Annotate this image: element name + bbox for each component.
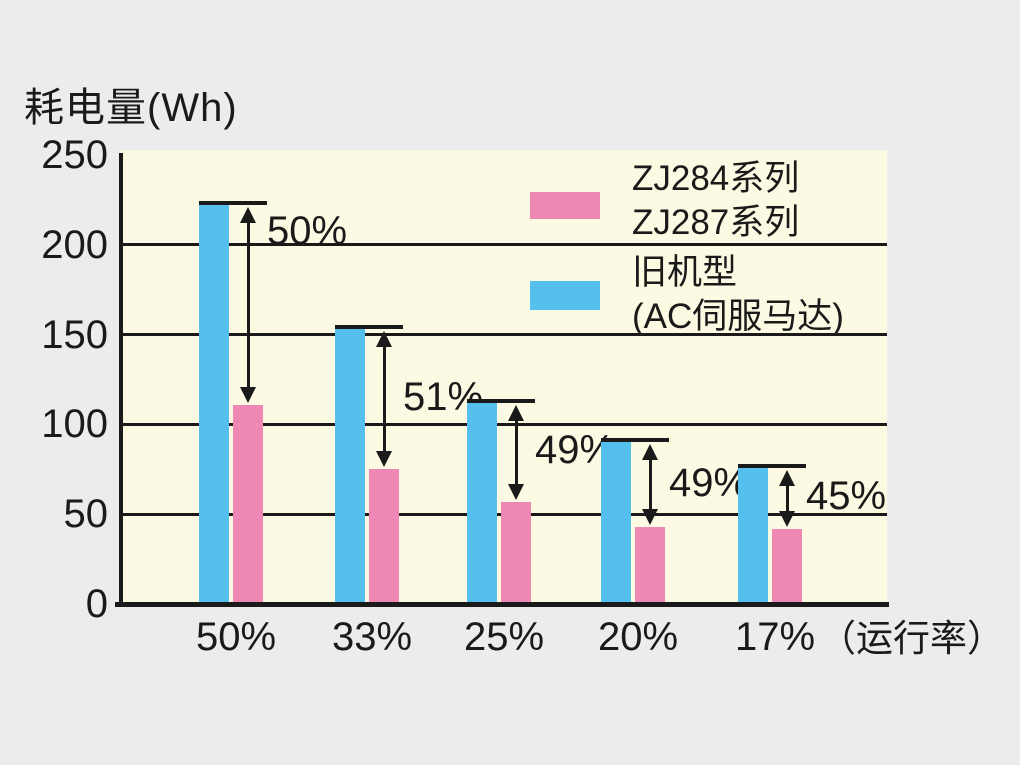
bar-old-20%	[601, 442, 631, 604]
reduction-arrow-17%	[779, 469, 795, 527]
legend-label-line: ZJ287系列	[632, 203, 800, 242]
x-tick-label-25%: 25%	[463, 615, 545, 659]
bar-old-50%	[199, 205, 229, 604]
reduction-label-17%: 45%	[806, 474, 887, 519]
reduction-label-20%: 49%	[669, 460, 750, 505]
legend-label-line: 旧机型	[632, 253, 738, 292]
legend-swatch-new-series	[530, 192, 600, 219]
y-tick-label-250: 250	[41, 133, 108, 177]
bar-old-25%	[467, 402, 497, 604]
arrow-line	[246, 215, 250, 395]
bar-new-17%	[772, 528, 802, 604]
bar-new-20%	[635, 526, 665, 604]
reduction-arrow-25%	[508, 404, 524, 500]
gridline-150	[123, 333, 887, 337]
arrow-line	[514, 412, 518, 492]
legend-label-line: (AC伺服马达)	[632, 297, 844, 336]
arrow-line	[785, 477, 789, 519]
chart-title: 耗电量(Wh)	[24, 86, 238, 130]
bar-old-17%	[738, 467, 768, 604]
bar-new-33%	[369, 469, 399, 604]
legend-label-new-series: ZJ284系列 ZJ287系列	[632, 157, 799, 245]
x-tick-label-33%: 33%	[331, 615, 413, 659]
legend-swatch-old-series	[530, 281, 600, 310]
arrow-head-up-icon	[376, 331, 392, 348]
plot-area: 50% 51% 49% 49% 45%	[115, 150, 889, 607]
legend-label-old-series: 旧机型 (AC伺服马达)	[632, 251, 844, 339]
x-tick-label-17%: 17%	[734, 615, 816, 659]
arrow-head-up-icon	[779, 469, 795, 486]
y-tick-label-200: 200	[41, 222, 108, 267]
reduction-cap-line-25%	[467, 398, 535, 403]
y-tick-label-0: 0	[85, 582, 108, 626]
arrow-head-down-icon	[376, 451, 392, 468]
y-tick-label-150: 150	[41, 312, 108, 357]
x-tick-label-20%: 20%	[597, 615, 679, 659]
legend-label-line: ZJ284系列	[632, 159, 800, 198]
x-tick-label-50%: 50%	[195, 615, 277, 659]
arrow-head-up-icon	[642, 444, 658, 461]
arrow-head-down-icon	[240, 386, 256, 403]
reduction-label-50%: 50%	[267, 209, 348, 254]
y-tick-label-50: 50	[63, 492, 109, 537]
arrow-head-down-icon	[642, 508, 658, 525]
reduction-arrow-50%	[240, 207, 256, 403]
y-tick-label-100: 100	[41, 402, 108, 447]
reduction-cap-line-33%	[335, 325, 403, 330]
arrow-line	[382, 339, 386, 460]
reduction-cap-line-17%	[738, 463, 806, 468]
arrow-head-up-icon	[240, 207, 256, 224]
arrow-head-down-icon	[779, 510, 795, 527]
arrow-head-up-icon	[508, 404, 524, 421]
reduction-arrow-33%	[376, 331, 392, 468]
reduction-arrow-20%	[642, 444, 658, 525]
reduction-cap-line-20%	[601, 438, 669, 443]
y-axis-line	[119, 153, 123, 605]
bar-new-25%	[501, 501, 531, 604]
bar-new-50%	[233, 404, 263, 604]
reduction-cap-line-50%	[199, 201, 267, 206]
bar-old-33%	[335, 329, 365, 604]
arrow-head-down-icon	[508, 483, 524, 500]
gridline-100	[123, 422, 887, 426]
arrow-line	[648, 452, 652, 517]
x-axis-unit-label: （运行率）	[819, 618, 1004, 659]
x-axis-line	[115, 602, 889, 607]
gridline-200	[123, 243, 887, 247]
